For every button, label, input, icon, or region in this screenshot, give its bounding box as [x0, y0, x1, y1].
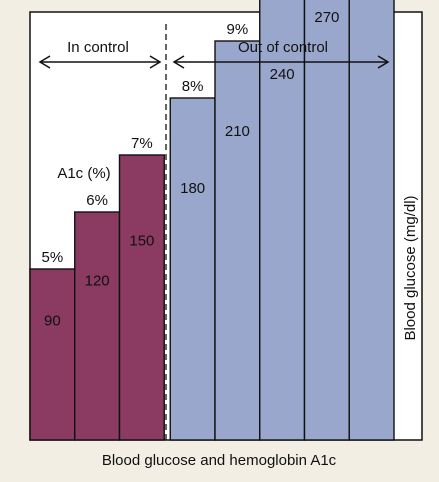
glucose-value-label: 180: [180, 180, 205, 197]
a1c-axis-label: A1c (%): [57, 165, 110, 182]
in-control-label: In control: [67, 39, 129, 56]
caption: Blood glucose and hemoglobin A1c: [102, 452, 337, 469]
bar-5pct: [29, 268, 76, 441]
bar-8pct: [169, 97, 216, 441]
bar-6pct: [74, 211, 121, 441]
glucose-value-label: 210: [225, 123, 250, 140]
a1c-percent-label: 6%: [86, 192, 108, 209]
bars-layer: 5%906%1207%1508%1809%21010%24011%27012%3…: [29, 0, 395, 441]
bar-11pct: [303, 0, 350, 441]
y-axis-label: Blood glucose (mg/dl): [402, 195, 419, 340]
in-control-arrow: [38, 55, 162, 69]
a1c-percent-label: 9%: [227, 21, 249, 38]
bar-10pct: [259, 0, 306, 441]
bar-7pct: [118, 154, 165, 441]
glucose-value-label: 270: [314, 9, 339, 26]
a1c-percent-label: 5%: [42, 249, 64, 266]
a1c-percent-label: 7%: [131, 135, 153, 152]
out-of-control-arrow: [172, 55, 390, 69]
glucose-value-label: 90: [44, 312, 61, 329]
glucose-value-label: 240: [270, 66, 295, 83]
out-of-control-label: Out of control: [238, 39, 328, 56]
a1c-percent-label: 8%: [182, 78, 204, 95]
glucose-value-label: 120: [85, 272, 110, 289]
bar-9pct: [214, 40, 261, 441]
bar-12pct: [348, 0, 395, 441]
glucose-value-label: 150: [129, 233, 154, 250]
